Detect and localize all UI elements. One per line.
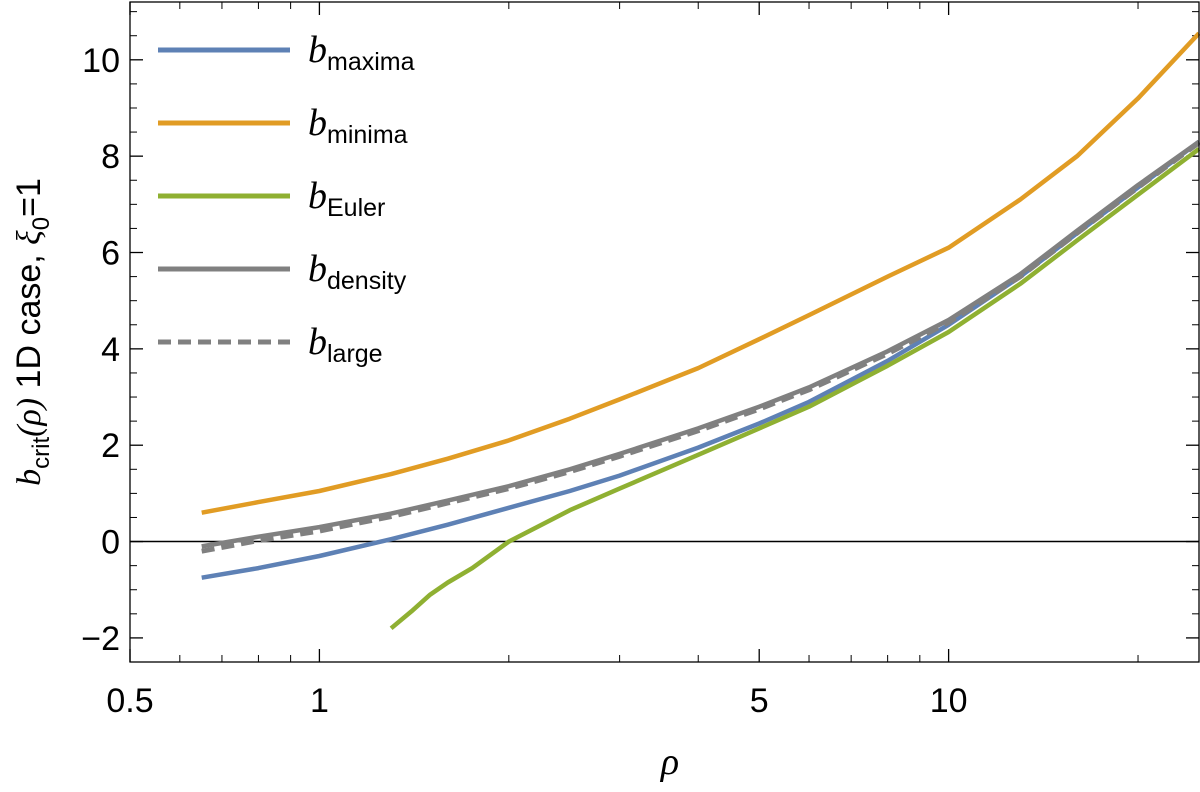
series-layer: [201, 31, 1200, 631]
y-tick-label: 4: [101, 331, 120, 369]
series-line-euler: [389, 147, 1200, 631]
legend-label: bdensity: [308, 248, 407, 295]
legend-label: bmaxima: [308, 29, 415, 76]
y-tick-label: 8: [101, 138, 120, 176]
x-tick-label: 1: [310, 682, 329, 720]
legend-label: blarge: [308, 321, 383, 368]
tick-labels: 0.5 1 5 10 −2 0 2 4 6 8 10: [81, 42, 967, 720]
y-axis-title: bcrit(ρ) 1D case, ξ0=1: [10, 178, 55, 486]
series-line-minima: [201, 31, 1200, 515]
series-line-large: [201, 140, 1200, 554]
y-tick-label: 6: [101, 235, 120, 273]
y-tick-label: 10: [82, 42, 120, 80]
y-tick-label: −2: [81, 620, 120, 658]
y-tick-label: 0: [101, 524, 120, 562]
plot-frame: [129, 1, 1200, 663]
legend-label: bminima: [308, 102, 408, 149]
legend: bmaxima bminima bEuler bdensity blarge: [158, 29, 415, 368]
y-tick-label: 2: [101, 427, 120, 465]
axis-ticks: [129, 2, 1199, 663]
x-tick-label: 10: [930, 682, 968, 720]
x-axis-title: ρ: [660, 741, 679, 783]
x-tick-label: 5: [750, 682, 769, 720]
legend-label: bEuler: [308, 175, 385, 222]
x-tick-label: 0.5: [106, 682, 153, 720]
